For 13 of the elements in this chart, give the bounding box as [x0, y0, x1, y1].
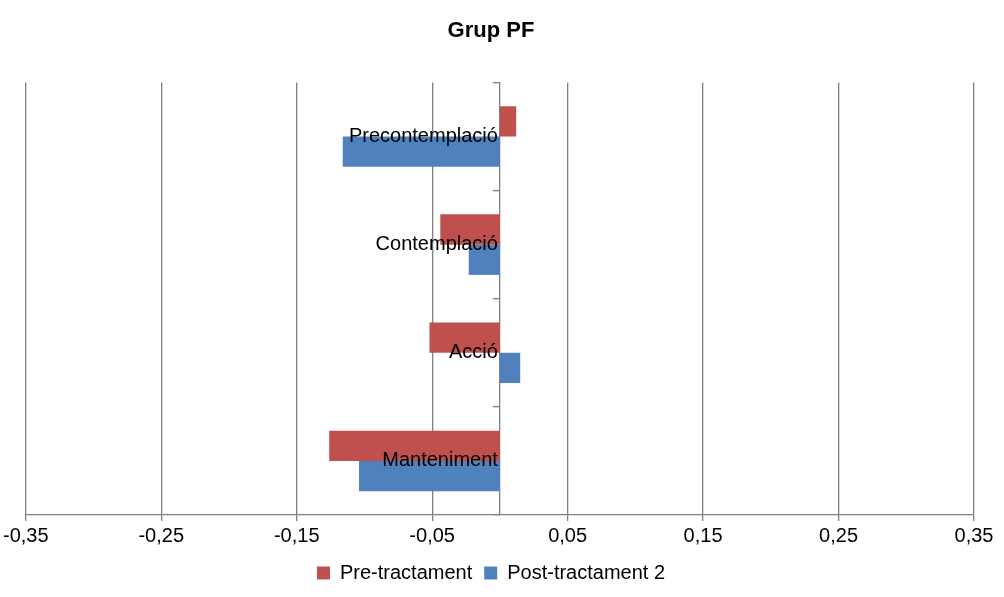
chart-title: Grup PF [447, 17, 535, 43]
x-tick-label: 0,25 [819, 523, 859, 546]
bar [499, 352, 521, 384]
x-tick-label: 0,15 [683, 523, 723, 546]
legend-label: Post-tractament 2 [507, 560, 666, 583]
x-tick-label: -0,35 [3, 523, 49, 546]
bar [499, 106, 517, 137]
x-tick-label: 0,05 [548, 523, 588, 546]
legend-label: Pre-tractament [339, 560, 473, 583]
x-tick-label: 0,35 [954, 523, 994, 546]
x-tick-label: -0,25 [138, 523, 185, 546]
x-tick-label: -0,15 [273, 523, 320, 546]
x-tick-label: -0,05 [409, 523, 455, 546]
